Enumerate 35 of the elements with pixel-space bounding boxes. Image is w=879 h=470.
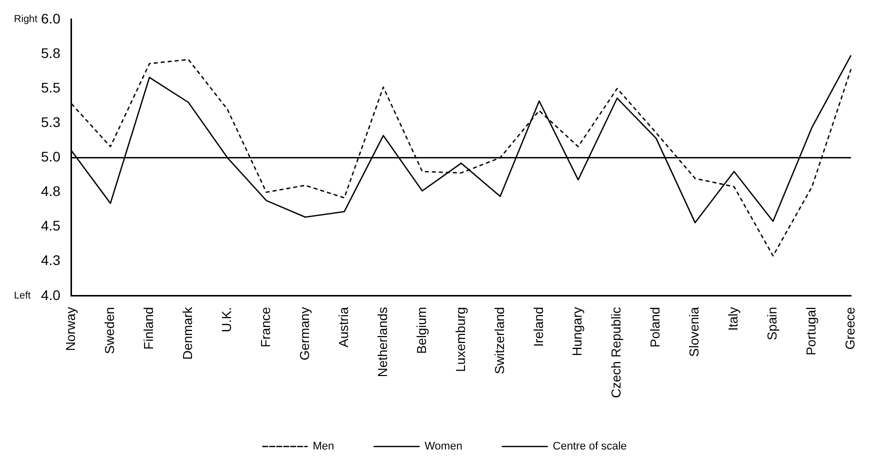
x-tick-label: Norway	[63, 306, 78, 352]
x-tick-label: Finland	[140, 306, 156, 350]
x-tick-label: Switzerland	[492, 306, 507, 374]
x-tick-label: Italy	[726, 306, 741, 331]
x-tick-label: Hungary	[570, 306, 585, 356]
x-tick-label: Netherlands	[374, 306, 390, 378]
x-tick-label: Czech Republic	[608, 306, 624, 398]
x-tick-label: France	[258, 306, 273, 348]
x-tick-label: Sweden	[102, 306, 118, 354]
x-tick-label: Spain	[764, 306, 780, 340]
x-tick-label: Slovenia	[686, 306, 702, 357]
y-tick-label: 4.3	[40, 252, 61, 268]
x-tick-label: Ireland	[530, 306, 546, 347]
x-tick-label: Belgium	[414, 306, 429, 354]
y-tick-label: 4.8	[40, 183, 61, 200]
legend-label: Centre of scale	[552, 440, 627, 453]
x-tick-label: U.K.	[218, 306, 234, 332]
y-tick-label: 4.5	[40, 218, 61, 234]
y-tick-label: 6.0	[40, 10, 61, 26]
y-tick-label: 4.0	[40, 286, 61, 303]
y-tick-label: 5.8	[40, 44, 61, 61]
legend-label: Men	[312, 440, 334, 453]
y-tick-label: 5.5	[40, 79, 61, 96]
x-tick-label: Luxemburg	[452, 306, 468, 372]
legend-label: Women	[424, 440, 462, 453]
y-tick-label: 5.3	[40, 114, 61, 130]
text: Right	[14, 14, 38, 26]
x-tick-label: Germany	[296, 306, 312, 360]
x-tick-label: Poland	[648, 306, 663, 348]
y-tick-label: 5.0	[40, 148, 61, 165]
text: Left	[14, 290, 31, 302]
x-tick-label: Austria	[336, 306, 351, 348]
x-tick-label: Greece	[842, 306, 858, 350]
x-tick-label: Portugal	[804, 306, 819, 356]
x-tick-label: Denmark	[180, 306, 195, 360]
